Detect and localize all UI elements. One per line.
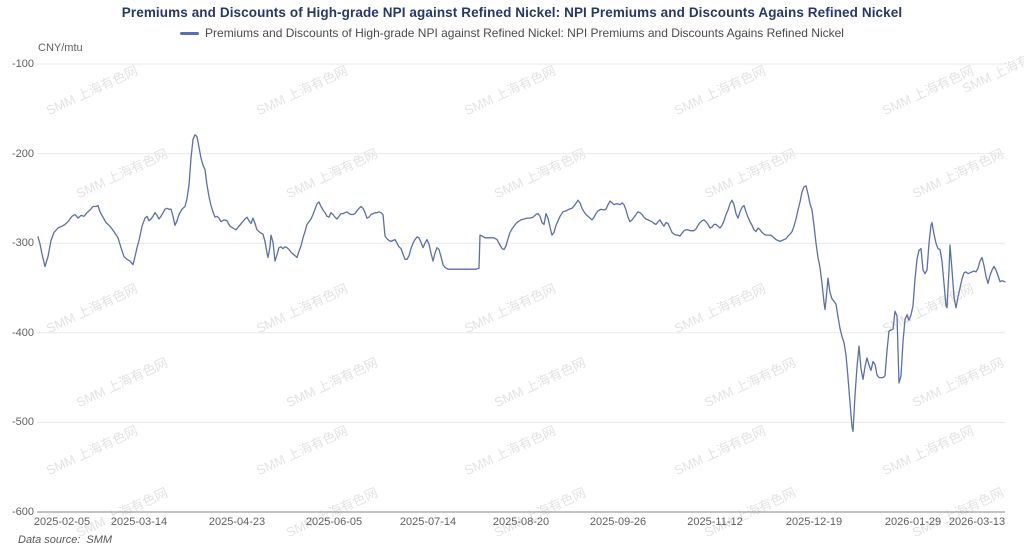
x-tick-label: 2025-02-05 bbox=[33, 516, 91, 528]
data-source-label: Data source: bbox=[18, 534, 81, 546]
chart-title: Premiums and Discounts of High-grade NPI… bbox=[121, 5, 903, 20]
x-tick-label: 2025-09-26 bbox=[589, 516, 647, 528]
x-tick-label: 2026-01-29 bbox=[884, 516, 942, 528]
x-tick-label: 2025-04-23 bbox=[208, 516, 266, 528]
x-tick-label: 2025-11-12 bbox=[687, 516, 743, 528]
y-tick-label: -500 bbox=[11, 416, 34, 429]
x-tick-label: 2025-06-05 bbox=[305, 516, 363, 528]
series-line bbox=[37, 134, 1006, 433]
x-tick-label: 2026-03-13 bbox=[948, 516, 1006, 528]
y-axis-unit-label: CNY/mtu bbox=[38, 42, 83, 54]
legend-label: Premiums and Discounts of High-grade NPI… bbox=[205, 26, 844, 40]
data-source-value: SMM bbox=[86, 534, 113, 546]
y-tick-label: -400 bbox=[11, 326, 34, 339]
x-tick-label: 2025-12-19 bbox=[785, 516, 843, 528]
x-tick-label: 2025-03-14 bbox=[110, 516, 168, 528]
data-source-note: Data source: SMM bbox=[18, 534, 118, 546]
y-tick-label: -200 bbox=[11, 147, 34, 160]
y-tick-label: -300 bbox=[11, 237, 34, 250]
x-tick-label: 2025-08-20 bbox=[492, 516, 550, 528]
y-tick-label: -600 bbox=[11, 506, 34, 518]
legend[interactable]: Premiums and Discounts of High-grade NPI… bbox=[0, 26, 1024, 40]
legend-line-marker-icon bbox=[180, 31, 200, 35]
y-tick-label: -100 bbox=[11, 58, 34, 70]
x-tick-label: 2025-07-14 bbox=[399, 516, 457, 528]
